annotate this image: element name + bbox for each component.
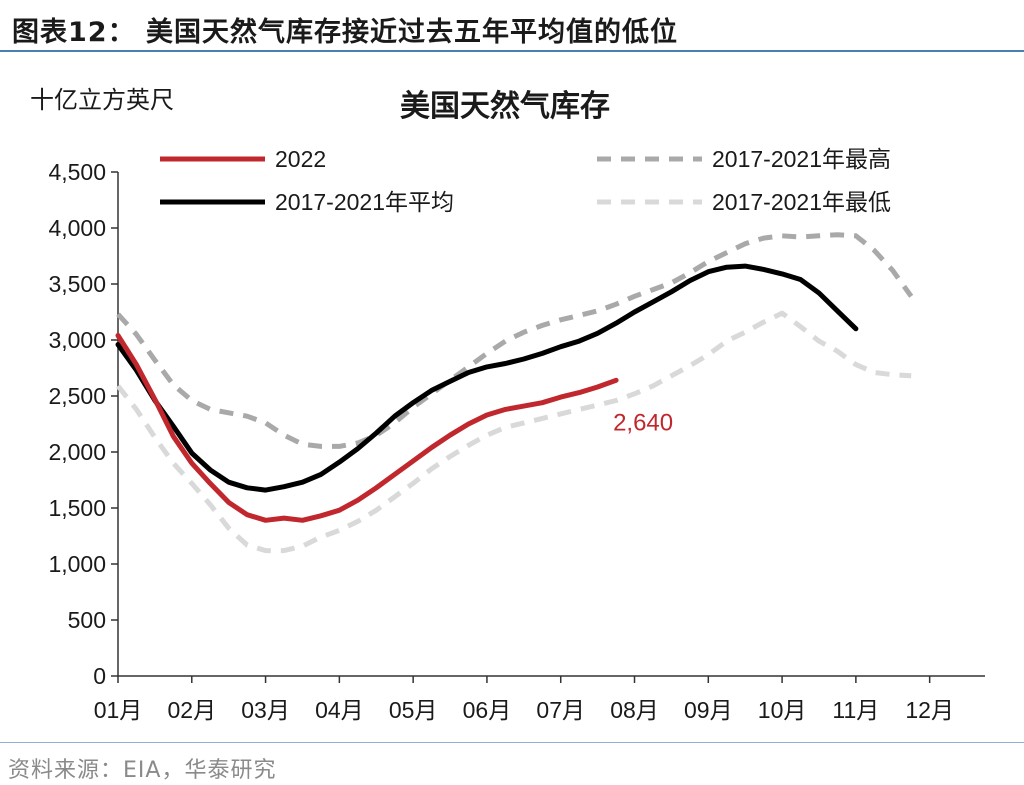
x-tick-label: 05月 <box>389 697 438 723</box>
y-axis-unit-label: 十亿立方英尺 <box>30 87 174 114</box>
y-tick-label: 2,000 <box>48 439 106 465</box>
x-tick-label: 11月 <box>832 697 879 723</box>
source-note: 资料来源：EIA，华泰研究 <box>8 758 277 783</box>
y-tick-label: 4,000 <box>48 215 106 241</box>
y-tick-label: 1,000 <box>48 551 106 577</box>
x-axis: 01月 02月 03月 04月 05月 06月 07月 08月 09月 10月 11月 12月 <box>94 675 985 723</box>
series-line-3 <box>115 263 859 493</box>
y-tick-label: 3,500 <box>48 271 106 297</box>
x-tick-label: 03月 <box>241 697 290 723</box>
legend-label: 2022 <box>275 146 326 172</box>
x-tick-label: 08月 <box>610 697 659 723</box>
x-tick-label: 12月 <box>905 697 954 723</box>
x-tick-label: 01月 <box>94 697 143 723</box>
y-tick-label: 2,500 <box>48 383 106 409</box>
chart-title: 美国天然气库存 <box>400 89 610 123</box>
legend: 2022 2017-2021年最高 2017-2021年平均 2017-2021年最低 <box>160 146 891 215</box>
series-line-2 <box>116 310 912 554</box>
x-tick-label: 04月 <box>315 697 364 723</box>
y-tick-label: 0 <box>93 663 106 689</box>
annotations: 2,640 <box>613 409 673 436</box>
figure-title: 图表12： 美国天然气库存接近过去五年平均值的低位 <box>12 17 678 48</box>
y-tick-label: 4,500 <box>48 159 106 185</box>
legend-label: 2017-2021年平均 <box>275 189 454 215</box>
x-tick-label: 07月 <box>536 697 585 723</box>
title-divider <box>0 50 1024 52</box>
series-line-1 <box>116 232 914 449</box>
x-tick-label: 09月 <box>684 697 733 723</box>
legend-label: 2017-2021年最低 <box>712 189 891 215</box>
x-tick-label: 10月 <box>758 697 807 723</box>
x-tick-label: 02月 <box>167 697 216 723</box>
x-tick-label: 06月 <box>463 697 512 723</box>
legend-label: 2017-2021年最高 <box>712 146 891 172</box>
y-tick-label: 1,500 <box>48 495 106 521</box>
y-tick-label: 500 <box>68 607 106 633</box>
footer-divider <box>0 742 1024 743</box>
end-value-label: 2,640 <box>613 409 673 436</box>
series-layer <box>115 232 914 554</box>
gas-storage-chart: 美国天然气库存 十亿立方英尺 0 500 1,000 1,500 2,000 2,500 3… <box>30 87 985 723</box>
y-tick-label: 3,000 <box>48 327 106 353</box>
series-line-4 <box>115 333 619 523</box>
y-axis: 0 500 1,000 1,500 2,000 2,500 3,000 3,500 4,000 4… <box>48 159 119 689</box>
